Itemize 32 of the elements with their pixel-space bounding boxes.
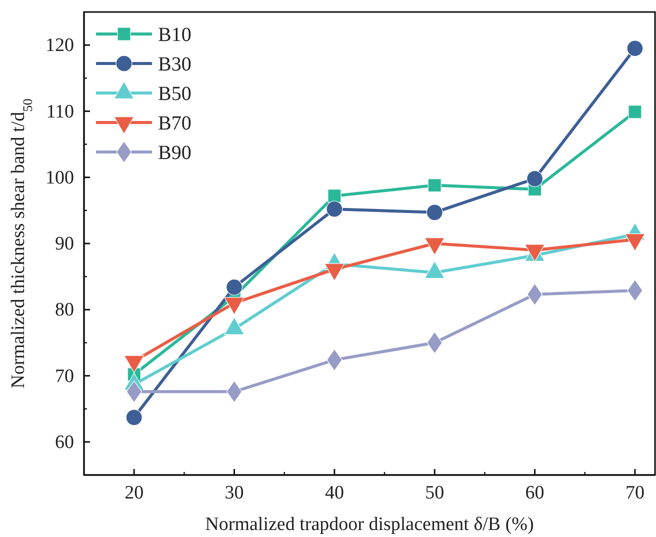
legend-label: B10 — [158, 24, 192, 46]
y-tick-label: 70 — [55, 366, 74, 387]
y-tick-label: 120 — [46, 35, 74, 56]
legend-label: B70 — [158, 112, 192, 134]
point — [628, 105, 642, 119]
x-tick-label: 60 — [525, 482, 544, 504]
y-tick-label: 110 — [46, 101, 74, 122]
y-tick-label: 80 — [55, 300, 74, 321]
point — [526, 170, 544, 187]
point — [526, 283, 543, 306]
point — [226, 380, 242, 403]
point — [326, 200, 343, 218]
x-axis-title: Normalized trapdoor displacement δ/B (%) — [205, 514, 534, 535]
point — [428, 178, 442, 192]
point — [626, 40, 644, 57]
x-tick-label: 70 — [625, 482, 644, 504]
x-tick-label: 40 — [324, 482, 344, 504]
point — [328, 189, 342, 203]
y-tick-label: 100 — [46, 167, 74, 188]
point — [126, 409, 142, 426]
x-tick-label: 50 — [425, 482, 444, 504]
point — [426, 332, 442, 354]
x-tick-label: 30 — [224, 482, 244, 504]
y-tick-label: 90 — [55, 234, 74, 255]
point — [126, 380, 142, 403]
legend-label: B50 — [158, 83, 192, 105]
x-tick-label: 20 — [124, 482, 144, 504]
point — [226, 278, 243, 296]
y-tick-label: 60 — [55, 432, 74, 454]
point — [426, 204, 443, 221]
legend-label: B90 — [158, 142, 192, 164]
legend-label: B30 — [158, 54, 192, 76]
